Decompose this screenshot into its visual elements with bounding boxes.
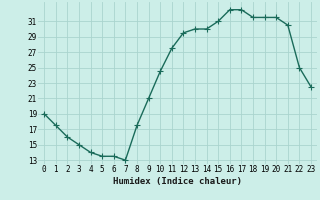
X-axis label: Humidex (Indice chaleur): Humidex (Indice chaleur): [113, 177, 242, 186]
